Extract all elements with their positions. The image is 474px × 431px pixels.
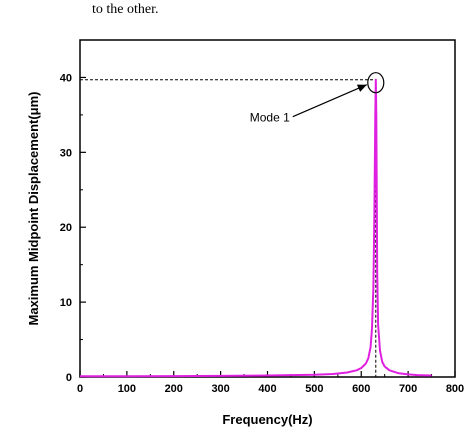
peak-circle-marker bbox=[367, 72, 385, 94]
y-tick-label: 0 bbox=[66, 372, 72, 384]
y-tick-label: 20 bbox=[60, 222, 72, 234]
x-tick-label: 600 bbox=[352, 383, 370, 395]
x-tick-label: 200 bbox=[165, 383, 183, 395]
plot-frame bbox=[79, 39, 456, 378]
x-tick-label: 0 bbox=[77, 383, 83, 395]
x-tick-label: 400 bbox=[258, 383, 276, 395]
annotation-arrow-shaft bbox=[292, 84, 368, 118]
y-axis-title: Maximum Midpoint Displacement(μm) bbox=[26, 91, 41, 325]
y-tick-label: 40 bbox=[60, 72, 72, 84]
x-tick-label: 800 bbox=[446, 383, 464, 395]
annotation-layer: Mode 1 bbox=[250, 72, 385, 125]
x-tick-label: 300 bbox=[211, 383, 229, 395]
x-axis-title: Frequency(Hz) bbox=[222, 412, 312, 427]
series-layer bbox=[80, 78, 432, 378]
x-tick-label: 500 bbox=[305, 383, 323, 395]
series-line bbox=[80, 78, 432, 378]
y-axis-ticks: 0 10 20 30 40 bbox=[60, 72, 86, 384]
x-tick-label: 100 bbox=[118, 383, 136, 395]
mode-1-label: Mode 1 bbox=[250, 111, 290, 125]
annotation-arrow-head bbox=[356, 84, 367, 92]
plot-area: 0 100 200 300 400 500 600 700 800 0 10 20 30 40 Mode… bbox=[60, 39, 464, 395]
y-tick-label: 10 bbox=[60, 297, 72, 309]
peak-guide-lines bbox=[80, 79, 377, 377]
top-caption-text: to the other. bbox=[92, 2, 159, 17]
y-tick-label: 30 bbox=[60, 147, 72, 159]
x-tick-label: 700 bbox=[399, 383, 417, 395]
